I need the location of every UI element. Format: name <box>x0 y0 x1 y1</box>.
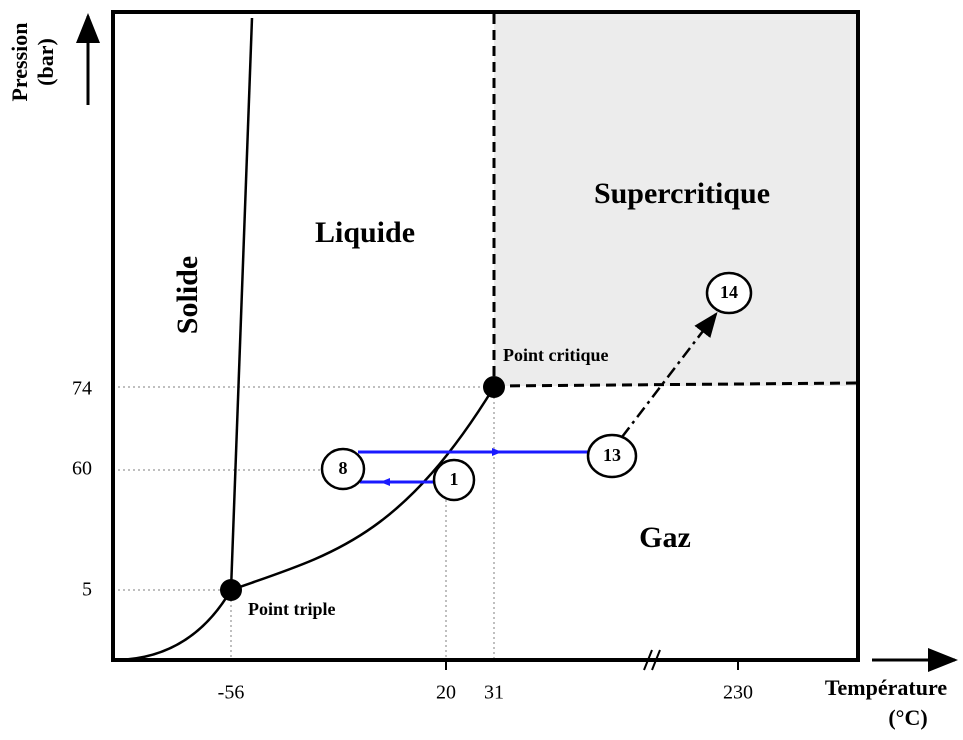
point-label: Point critique <box>503 345 609 365</box>
critical-boundary <box>493 381 859 388</box>
y-tick-label: 5 <box>82 579 92 601</box>
axis-break <box>643 649 661 671</box>
y-tick-label: 60 <box>72 458 92 480</box>
frame <box>111 10 860 662</box>
x-axis-label: (°C) <box>888 705 927 730</box>
point-label: Point triple <box>248 599 336 619</box>
step-circle <box>705 271 753 315</box>
x-axis-label: Température <box>825 675 947 700</box>
triple-point <box>220 579 242 601</box>
x-tick-label: 31 <box>484 682 504 704</box>
y-axis-label: (bar) <box>33 38 58 86</box>
step-label: 13 <box>603 445 621 465</box>
step-circle <box>586 433 638 479</box>
step-label: 1 <box>450 469 459 489</box>
critical-point <box>483 376 505 398</box>
step-circle <box>320 447 366 491</box>
y-axis-label: Pression <box>7 22 32 101</box>
y-tick-label: 74 <box>72 378 92 400</box>
step-label: 14 <box>720 282 738 302</box>
region-label: Supercritique <box>594 177 770 210</box>
supercritical-area <box>494 14 858 386</box>
path-13-14 <box>621 312 718 438</box>
x-tick-label: 20 <box>436 682 456 704</box>
region-label: Solide <box>171 256 204 334</box>
fusion-curve <box>229 17 254 591</box>
x-tick-label: -56 <box>218 682 245 704</box>
step-label: 8 <box>339 458 348 478</box>
region-label: Gaz <box>639 521 691 554</box>
step-circle <box>432 458 476 502</box>
region-label: Liquide <box>315 216 415 249</box>
x-tick-label: 230 <box>723 682 753 704</box>
